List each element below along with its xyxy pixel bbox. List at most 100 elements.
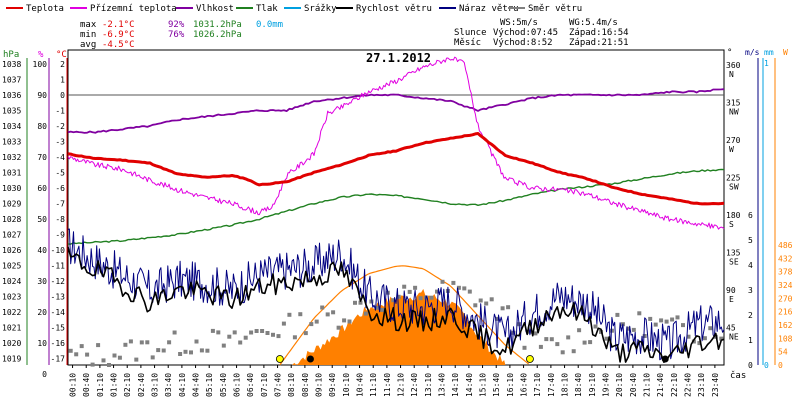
hpa-tick-label: 1030 <box>2 184 21 193</box>
direction-compass-label: NW <box>729 108 739 117</box>
series-wind-direction-point <box>456 285 461 290</box>
time-tick-label: 00:40 <box>82 373 91 397</box>
direction-tick-label: 360 <box>726 61 741 70</box>
series-wind-direction-point <box>112 353 117 358</box>
time-tick-label: 05:10 <box>205 373 214 397</box>
series-wind-direction-point <box>582 340 587 345</box>
time-tick-label: 23:40 <box>711 373 720 397</box>
series-wind-direction-point <box>593 324 598 329</box>
series-wind-direction-point <box>691 339 696 344</box>
series-wind-direction-point <box>353 300 357 305</box>
w-tick-label: 216 <box>778 308 793 317</box>
axes: hPa1038103710361035103410331032103110301… <box>2 48 793 397</box>
series-wind-direction-point <box>413 285 418 290</box>
legend-item-1: Teplota <box>26 4 64 14</box>
direction-compass-label: N <box>729 70 734 79</box>
series-wind-direction-point <box>287 312 292 317</box>
hpa-tick-label: 1026 <box>2 246 21 255</box>
sun-rise: Východ:07:45 <box>493 28 558 38</box>
percent-tick-label: 90 <box>37 91 47 100</box>
legend-item-2: Přízemní teplota <box>90 4 177 14</box>
legend-item-3: Vlhkost <box>196 4 234 14</box>
hpa-tick-label: 1020 <box>2 339 21 348</box>
stats-max-rain: 0.0mm <box>256 20 283 30</box>
hpa-tick-label: 1036 <box>2 91 21 100</box>
series-wind-direction-point <box>549 337 554 342</box>
series-wind-direction-point <box>85 352 90 357</box>
celsius-axis-unit: °C <box>56 50 67 60</box>
series-wind-direction-point <box>309 322 314 327</box>
series-wind-direction-point <box>232 330 237 335</box>
series-wind-direction-point <box>686 334 691 339</box>
percent-tick-label: 70 <box>37 153 47 162</box>
moon-set: Západ:21:51 <box>569 38 629 48</box>
stats-avg-label: avg <box>80 40 96 50</box>
celsius-tick-label: -6 <box>55 184 65 193</box>
series-wind-direction-point <box>495 316 500 321</box>
series-wind-direction-point <box>249 330 254 335</box>
time-tick-label: 12:40 <box>410 373 419 397</box>
series-wind-speed-line <box>67 246 725 363</box>
wind-wg: WG:5.4m/s <box>569 18 618 28</box>
time-tick-label: 08:40 <box>301 373 310 397</box>
legend-item-5: Srážky <box>304 4 337 14</box>
time-tick-label: 20:40 <box>629 373 638 397</box>
time-tick-label: 01:40 <box>110 373 119 397</box>
series-wind-direction-point <box>719 336 724 341</box>
series-wind-direction-point <box>653 322 658 327</box>
celsius-tick-label: -16 <box>51 339 66 348</box>
time-tick-label: 03:40 <box>164 373 173 397</box>
time-tick-label: 11:40 <box>383 373 392 397</box>
celsius-tick-label: 2 <box>60 60 65 69</box>
time-tick-label: 12:10 <box>397 373 406 397</box>
series-wind-direction-point <box>380 307 385 312</box>
legend-item-8: Směr větru <box>528 4 582 14</box>
series-wind-direction-point <box>238 340 243 345</box>
time-tick-label: 08:10 <box>287 373 296 397</box>
series-wind-direction-point <box>216 330 221 335</box>
w-tick-label: 54 <box>778 348 788 357</box>
wind-ws: WS:5m/s <box>500 18 538 28</box>
series-wind-direction-point <box>134 357 139 362</box>
time-tick-label: 21:40 <box>656 373 665 397</box>
series-wind-direction-point <box>544 337 549 342</box>
percent-tick-label: 50 <box>37 215 47 224</box>
legend-item-7: Náraz větru <box>459 4 519 14</box>
series-wind-direction-point <box>254 329 259 333</box>
series-wind-direction-point <box>631 327 636 332</box>
series-solar-radiation-area <box>292 288 506 365</box>
series-wind-direction-point <box>489 297 494 302</box>
series-wind-direction-point <box>271 332 275 337</box>
series-wind-direction-point <box>331 310 336 315</box>
series-wind-direction-point <box>298 312 303 317</box>
series-wind-direction-point <box>648 316 653 321</box>
series-wind-direction-point <box>664 319 669 324</box>
series-theoretical-solar-line <box>279 265 529 366</box>
series-wind-direction-point <box>183 349 188 354</box>
percent-tick-label: 0 <box>42 370 47 379</box>
series-wind-direction-point <box>107 363 111 367</box>
celsius-tick-label: -8 <box>55 215 65 224</box>
series-wind-direction-point <box>358 300 363 305</box>
hpa-tick-label: 1028 <box>2 215 21 224</box>
w-tick-label: 108 <box>778 334 793 343</box>
time-tick-label: 16:40 <box>520 373 529 397</box>
hpa-tick-label: 1031 <box>2 169 21 178</box>
series-wind-direction-point <box>161 348 166 353</box>
hpa-tick-label: 1029 <box>2 200 21 209</box>
series-wind-direction-point <box>609 328 614 333</box>
series-wind-direction-point <box>128 339 133 344</box>
series-wind-direction-point <box>429 295 434 300</box>
w-tick-label: 0 <box>778 361 783 370</box>
time-tick-label: 14:40 <box>465 373 474 397</box>
stats-max-label: max <box>80 20 97 30</box>
series-wind-direction-point <box>566 335 571 340</box>
time-tick-label: 07:40 <box>274 373 283 397</box>
mm-tick-label: 0 <box>764 361 769 370</box>
series-wind-direction-point <box>577 328 582 333</box>
series-ground-temperature-line <box>67 56 725 230</box>
series-wind-direction-point <box>555 342 560 347</box>
hpa-tick-label: 1025 <box>2 262 21 271</box>
hpa-axis-unit: hPa <box>3 50 19 60</box>
time-tick-label: 15:40 <box>492 373 501 397</box>
